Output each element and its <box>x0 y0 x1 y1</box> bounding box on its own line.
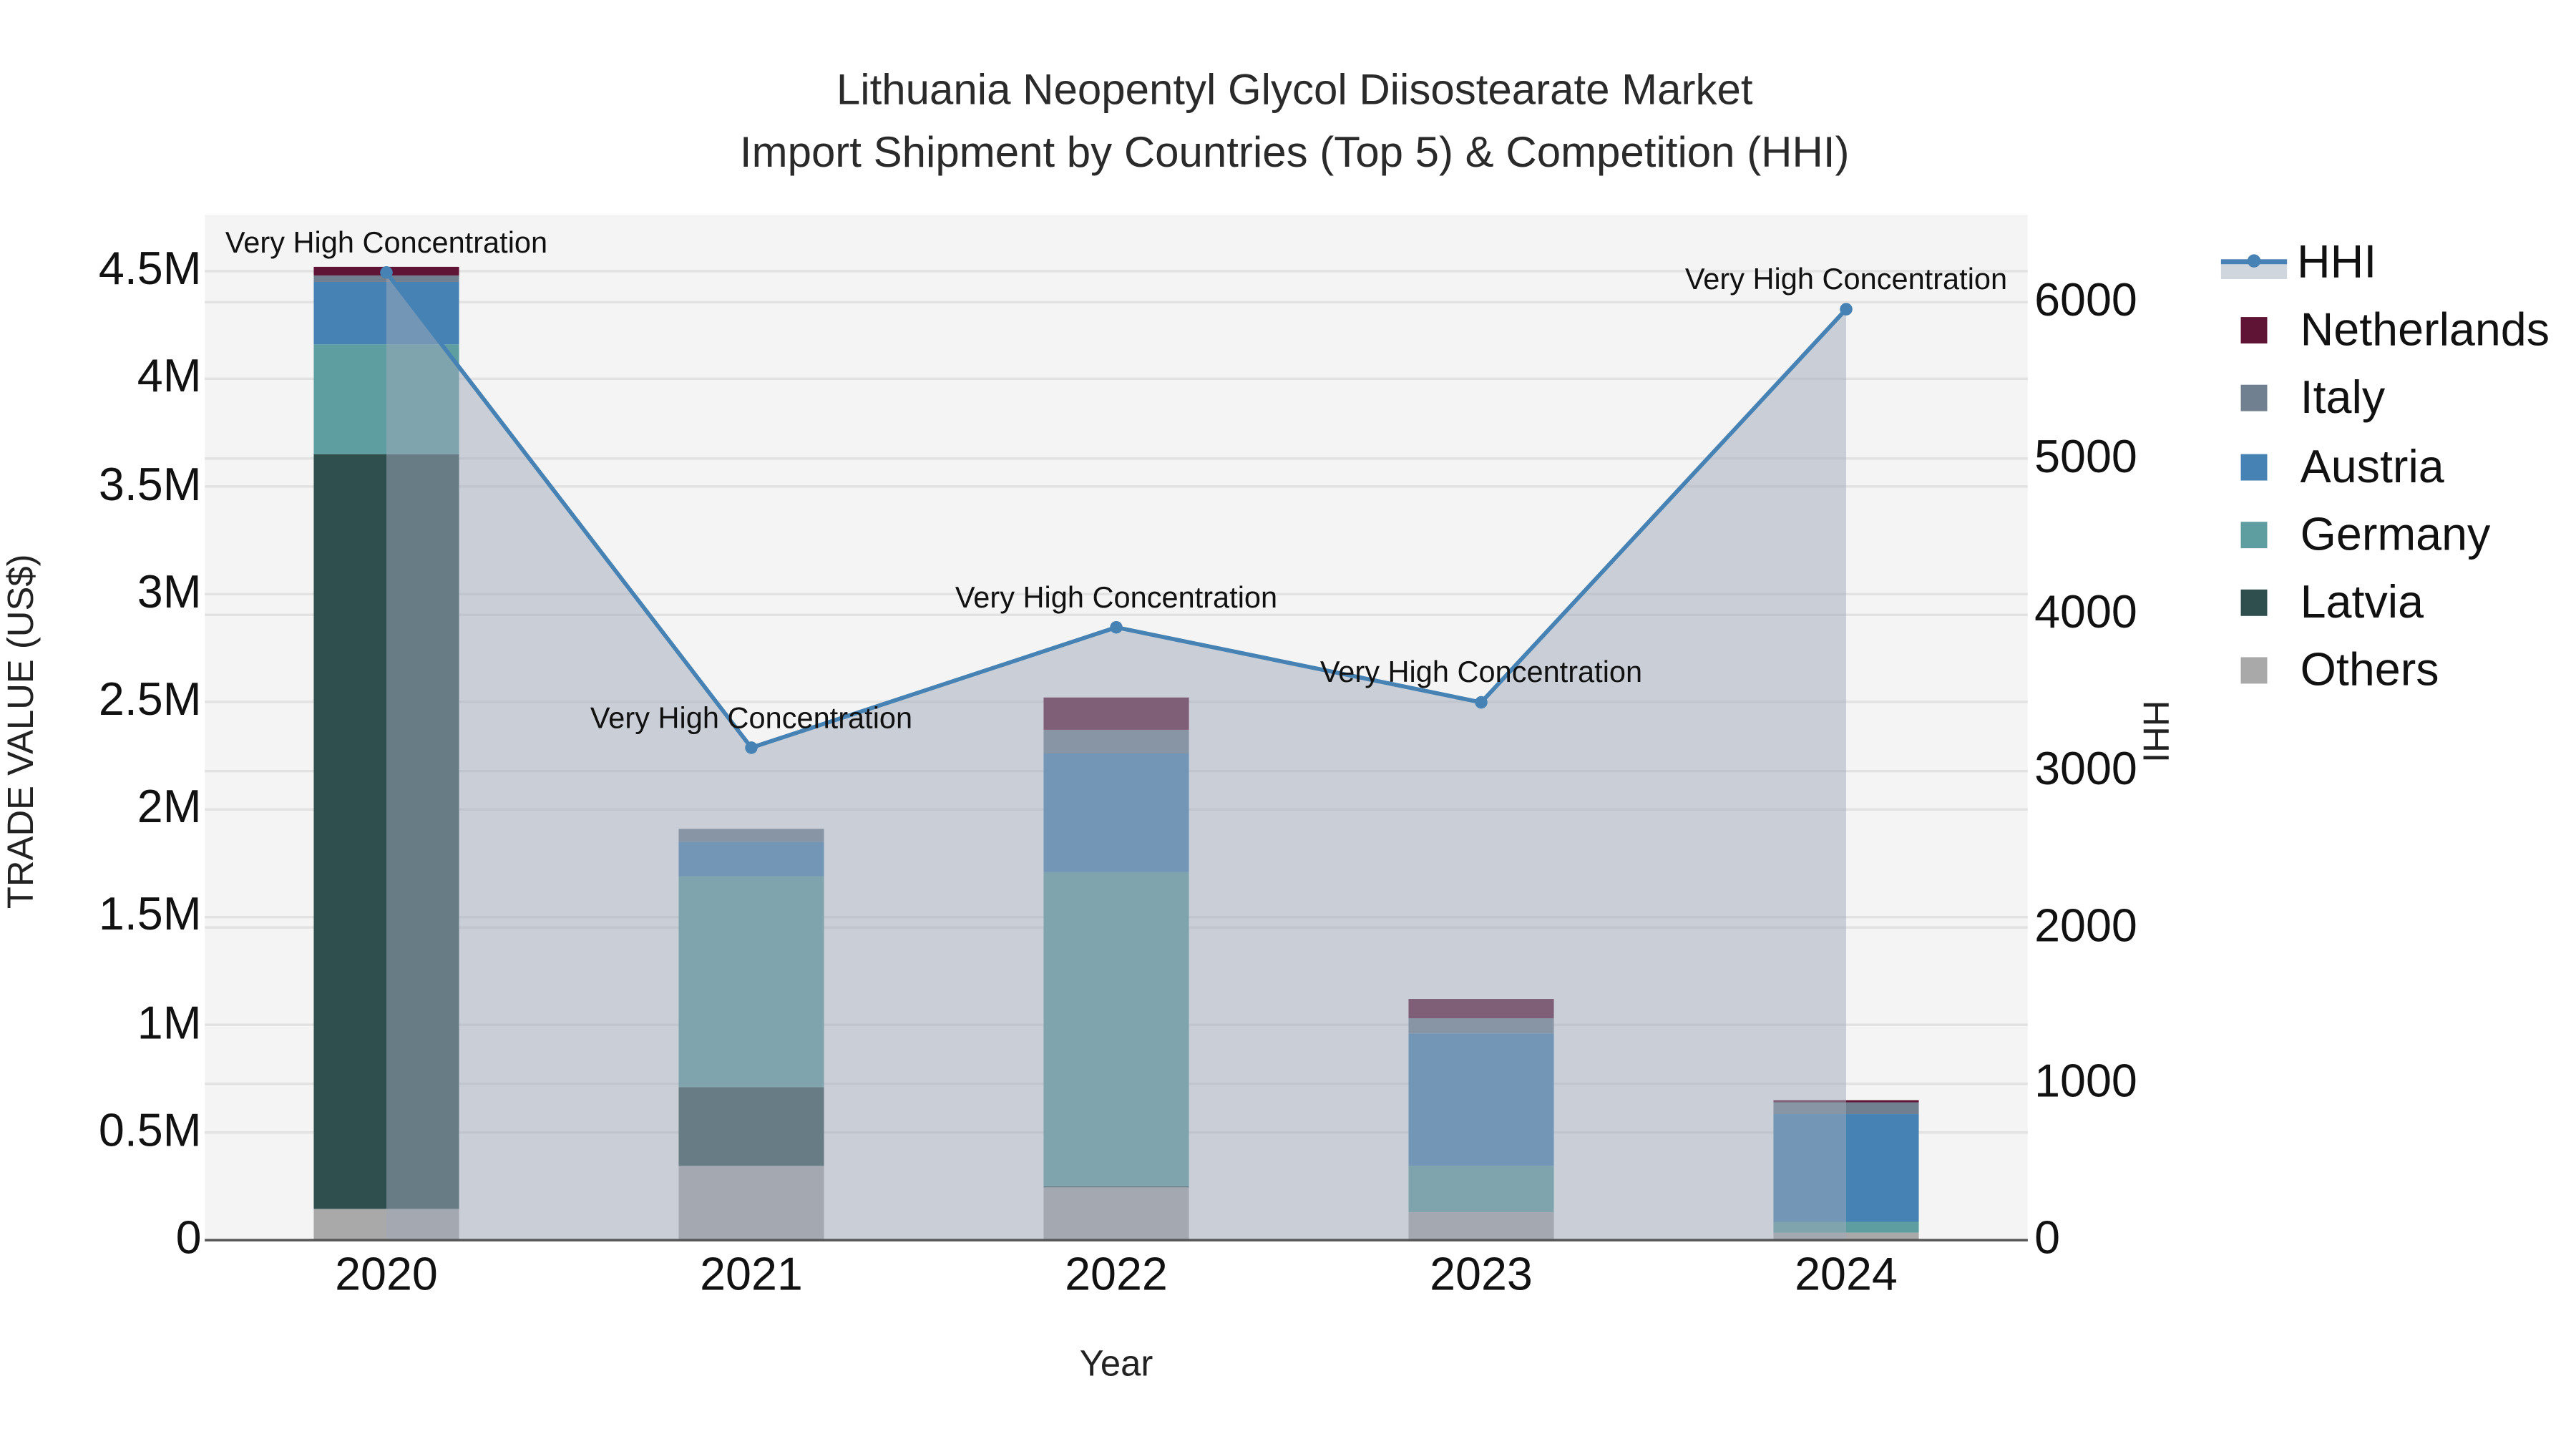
swatch-icon <box>2240 521 2268 548</box>
x-tick-label: 2022 <box>1065 1248 1168 1300</box>
y-left-tick-label: 2.5M <box>98 673 202 726</box>
x-axis-label: Year <box>1079 1342 1153 1384</box>
hhi-marker <box>1475 696 1488 709</box>
swatch-icon <box>2240 316 2268 343</box>
swatch-icon <box>2240 590 2268 617</box>
legend-label: Others <box>2300 644 2439 696</box>
legend-label: Latvia <box>2300 576 2424 628</box>
x-tick-label: 2024 <box>1795 1248 1898 1300</box>
y-axis-left-label: TRADE VALUE (US$) <box>0 554 42 909</box>
y-axis-right-label: HHI <box>2135 700 2177 763</box>
line-marker-icon <box>2220 245 2288 279</box>
y-right-tick-label: 1000 <box>2034 1055 2137 1107</box>
hhi-annotation: Very High Concentration <box>590 701 913 735</box>
hhi-marker <box>1840 303 1853 316</box>
hhi-marker <box>380 266 393 279</box>
x-tick-label: 2020 <box>335 1248 438 1300</box>
hhi-annotation: Very High Concentration <box>955 581 1278 615</box>
legend-item-austria[interactable]: Austria <box>2221 432 2550 500</box>
y-left-tick-label: 1M <box>137 996 202 1048</box>
swatch-icon <box>2240 453 2268 480</box>
chart-title-line1: Lithuania Neopentyl Glycol Diisostearate… <box>836 64 1753 114</box>
legend-item-netherlands[interactable]: Netherlands <box>2221 296 2550 364</box>
x-tick-label: 2023 <box>1430 1248 1533 1300</box>
x-tick-label: 2021 <box>700 1248 803 1300</box>
legend-label: Italy <box>2300 371 2386 424</box>
y-right-tick-label: 2000 <box>2034 899 2137 951</box>
y-left-tick-label: 2M <box>137 781 202 833</box>
hhi-annotation: Very High Concentration <box>225 226 548 260</box>
chart-title-line2: Import Shipment by Countries (Top 5) & C… <box>739 127 1850 177</box>
y-left-tick-label: 4.5M <box>98 243 202 295</box>
hhi-marker <box>1110 620 1123 634</box>
y-left-tick-label: 3M <box>137 566 202 618</box>
legend-item-hhi[interactable]: HHI <box>2220 228 2550 296</box>
legend-item-latvia[interactable]: Latvia <box>2221 569 2550 637</box>
hhi-annotation: Very High Concentration <box>1684 263 2008 296</box>
legend-label: Germany <box>2300 508 2491 560</box>
y-right-tick-label: 0 <box>2034 1211 2061 1264</box>
legend: HHI Netherlands Italy Austria Germany Latvia O… <box>2220 228 2550 705</box>
hhi-marker <box>745 741 758 754</box>
y-right-tick-label: 3000 <box>2034 743 2137 795</box>
legend-item-italy[interactable]: Italy <box>2221 364 2550 432</box>
y-left-tick-label: 0 <box>175 1211 202 1264</box>
hhi-annotation: Very High Concentration <box>1319 655 1643 690</box>
legend-label: HHI <box>2297 235 2377 287</box>
swatch-icon <box>2240 658 2268 685</box>
y-left-tick-label: 4M <box>137 351 202 402</box>
y-left-tick-label: 0.5M <box>98 1104 202 1156</box>
legend-item-others[interactable]: Others <box>2221 637 2550 705</box>
hhi-area-fill <box>386 272 1847 1241</box>
legend-item-germany[interactable]: Germany <box>2221 501 2550 569</box>
y-left-tick-label: 1.5M <box>98 889 202 940</box>
y-right-tick-label: 4000 <box>2034 586 2137 638</box>
y-right-tick-label: 5000 <box>2034 430 2137 482</box>
legend-label: Austria <box>2300 440 2444 492</box>
y-left-tick-label: 3.5M <box>98 458 202 510</box>
y-right-tick-label: 6000 <box>2034 274 2137 326</box>
swatch-icon <box>2240 385 2268 412</box>
legend-label: Netherlands <box>2300 303 2550 356</box>
